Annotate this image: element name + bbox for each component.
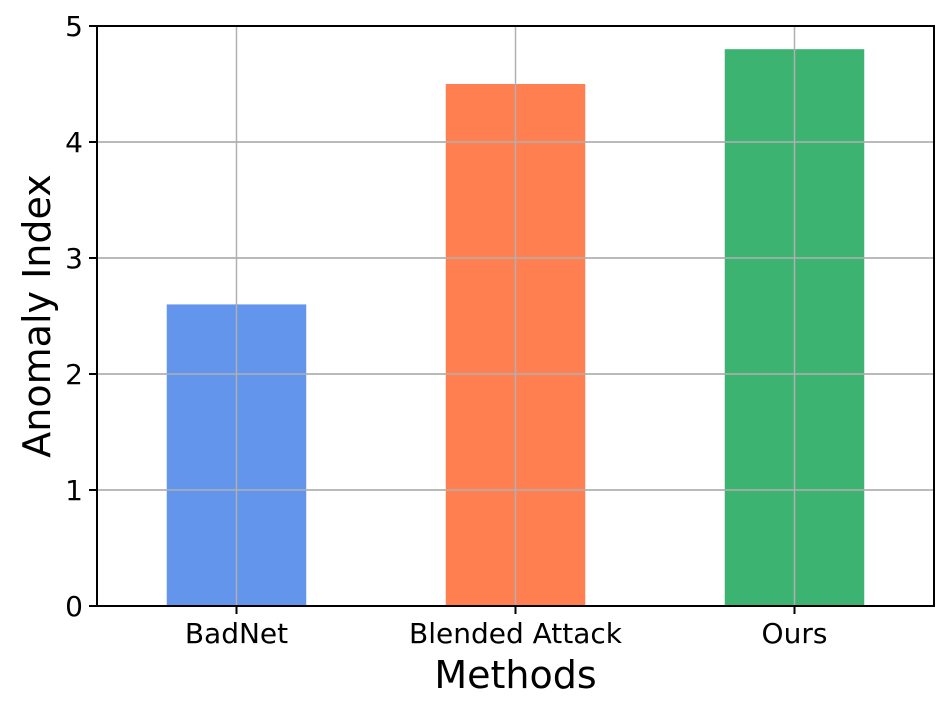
y-tick-label: 1: [65, 474, 83, 507]
y-tick-label: 3: [65, 242, 83, 275]
x-tick-label: BadNet: [185, 617, 288, 650]
x-tick-label: Blended Attack: [409, 617, 623, 650]
ticks: 0 1 2 3 4 5 BadNet Blended Attack Ours: [65, 10, 827, 650]
y-axis-title: Anomaly Index: [15, 174, 59, 457]
x-axis-title: Methods: [434, 653, 596, 697]
y-tick-label: 4: [65, 126, 83, 159]
y-tick-label: 2: [65, 358, 83, 391]
x-tick-label: Ours: [762, 617, 828, 650]
bars: [97, 49, 934, 606]
y-tick-label: 5: [65, 10, 83, 43]
y-tick-label: 0: [65, 590, 83, 623]
